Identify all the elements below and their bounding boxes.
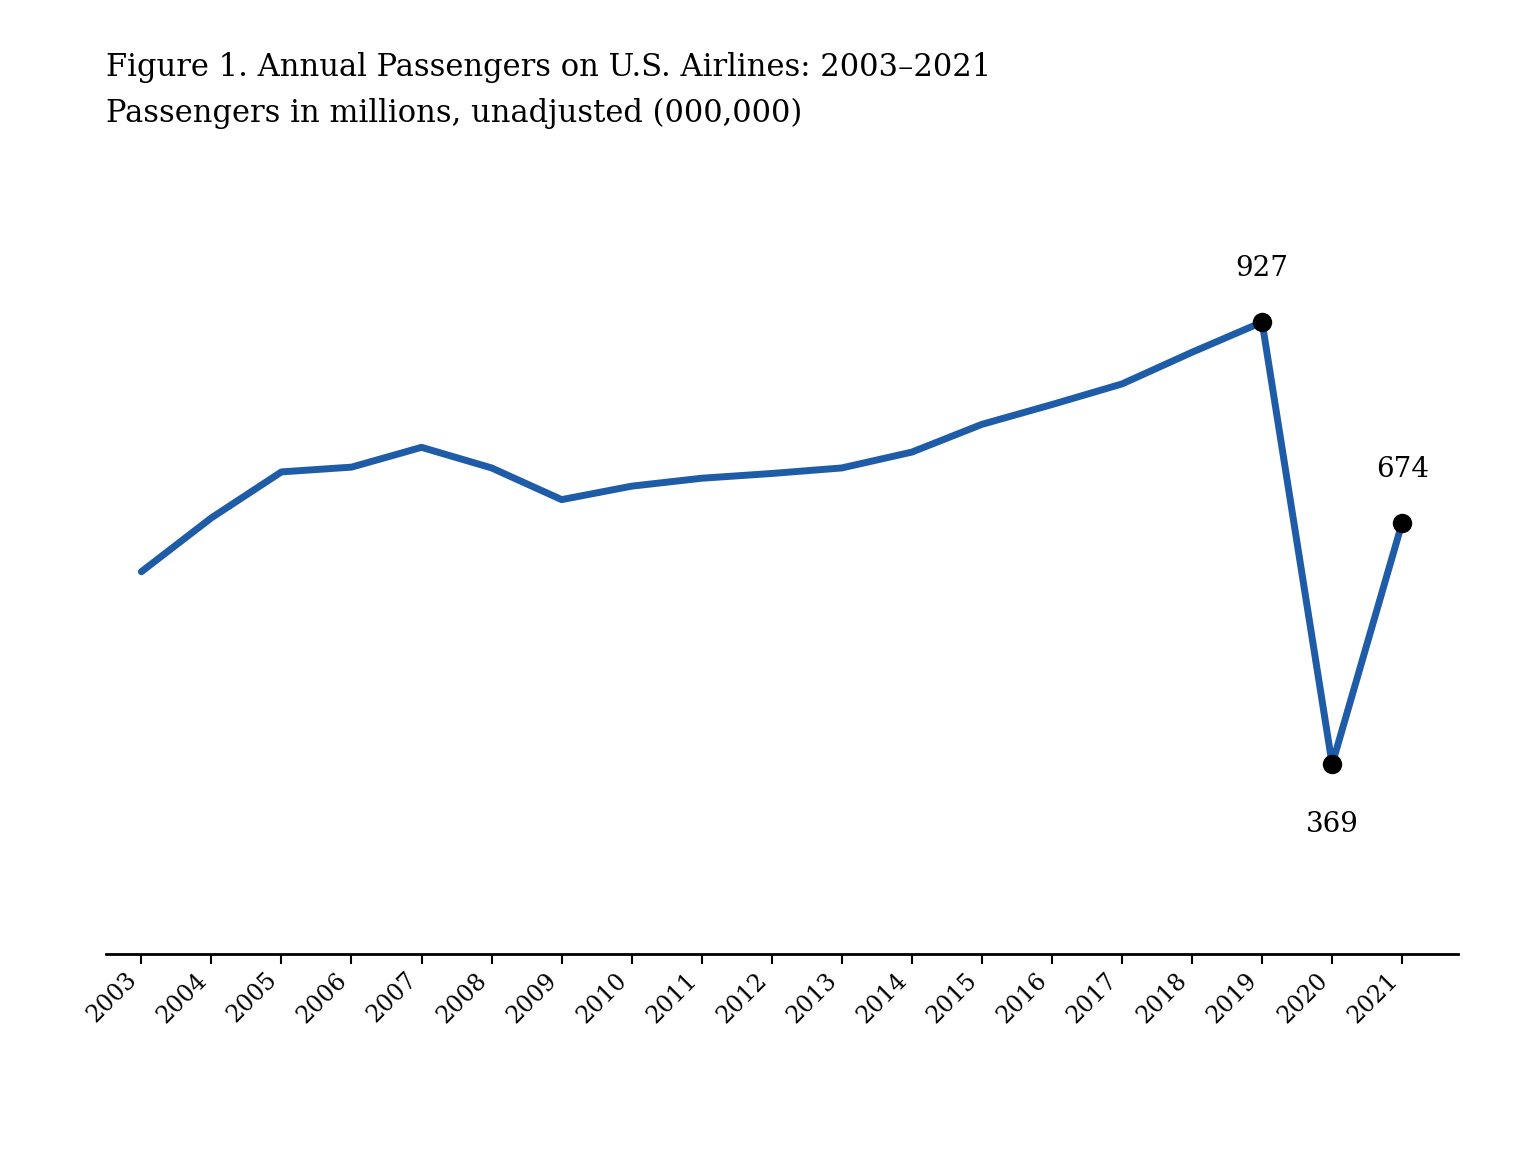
Text: Figure 1. Annual Passengers on U.S. Airlines: 2003–2021
Passengers in millions, : Figure 1. Annual Passengers on U.S. Airl…: [106, 52, 992, 129]
Text: 674: 674: [1376, 456, 1429, 483]
Text: 369: 369: [1306, 811, 1358, 839]
Text: 927: 927: [1235, 256, 1288, 283]
